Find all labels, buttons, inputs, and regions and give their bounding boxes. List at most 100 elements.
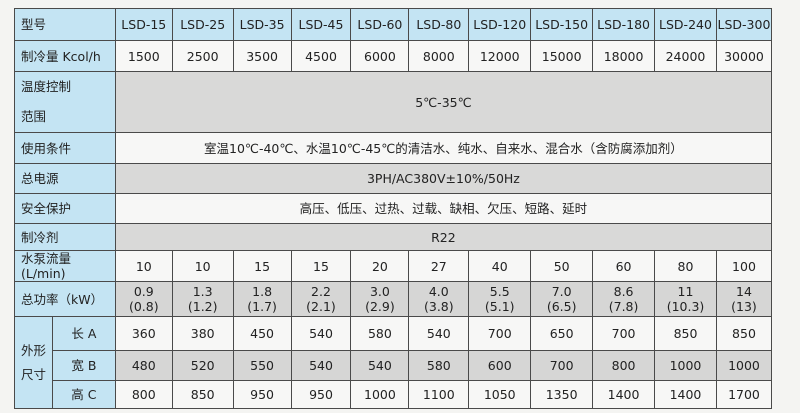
cooling-cell: 18000 xyxy=(592,40,656,72)
pump-flow-cell: 10 xyxy=(171,250,234,282)
total-power-cell: 11 (10.3) xyxy=(654,281,717,317)
pump-flow-cell: 10 xyxy=(114,250,173,282)
dimension-cell: 800 xyxy=(592,350,656,381)
dimension-cell: 480 xyxy=(114,350,173,381)
power-main: 5.5 xyxy=(489,284,510,299)
power-sub: (7.8) xyxy=(608,299,639,314)
refrigerant-row: 制冷剂 R22 xyxy=(14,223,773,251)
header-row: 型号 LSD-15 LSD-25 LSD-35 LSD-45 LSD-60 LSD-80 LS… xyxy=(14,8,773,41)
model-cell: LSD-180 xyxy=(592,8,656,41)
power-sub: (1.2) xyxy=(187,299,218,314)
dimension-cell: 540 xyxy=(350,350,410,381)
model-cell: LSD-35 xyxy=(232,8,292,41)
power-supply-label: 总电源 xyxy=(14,163,116,194)
temp-range-label-1: 温度控制 xyxy=(21,79,72,94)
total-power-cell: 1.3 (1.2) xyxy=(171,281,234,317)
dimension-cell: 700 xyxy=(468,316,532,351)
dimension-cell: 650 xyxy=(530,316,594,351)
dimension-cell: 550 xyxy=(232,350,292,381)
cooling-label: 制冷量 Kcol/h xyxy=(14,40,116,72)
dimension-cell: 520 xyxy=(171,350,234,381)
power-sub: (13) xyxy=(731,299,757,314)
pump-flow-cell: 100 xyxy=(715,250,773,282)
total-power-cell: 8.6 (7.8) xyxy=(592,281,656,317)
total-power-label: 总功率（kW） xyxy=(14,281,116,317)
power-main: 1.3 xyxy=(192,284,213,299)
power-sub: (2.1) xyxy=(306,299,336,314)
model-cell: LSD-300 xyxy=(715,8,773,41)
power-main: 3.0 xyxy=(369,284,390,299)
power-main: 1.8 xyxy=(252,284,273,299)
protection-label: 安全保护 xyxy=(14,193,116,224)
pump-flow-cell: 20 xyxy=(350,250,410,282)
dimension-label: 高 C xyxy=(51,380,116,409)
pump-flow-cell: 27 xyxy=(408,250,470,282)
power-main: 4.0 xyxy=(428,284,449,299)
dimension-row: 宽 B 480 520 550 540 540 580 600 700 800 1000 1000 xyxy=(15,350,773,381)
total-power-cell: 4.0 (3.8) xyxy=(408,281,470,317)
model-cell: LSD-150 xyxy=(530,8,594,41)
dimension-cell: 600 xyxy=(468,350,532,381)
cooling-cell: 2500 xyxy=(171,40,234,72)
cooling-cell: 1500 xyxy=(114,40,173,72)
power-supply-value: 3PH/AC380V±10%/50Hz xyxy=(114,163,773,194)
model-cell: LSD-240 xyxy=(654,8,717,41)
pump-flow-label: 水泵流量(L/min) xyxy=(14,250,116,282)
pump-flow-cell: 50 xyxy=(530,250,594,282)
dimension-cell: 540 xyxy=(290,350,352,381)
pump-flow-cell: 60 xyxy=(592,250,656,282)
dimension-cell: 580 xyxy=(408,350,470,381)
dimension-cell: 800 xyxy=(114,380,173,409)
dimension-cell: 1000 xyxy=(350,380,410,409)
spec-table: 型号 LSD-15 LSD-25 LSD-35 LSD-45 LSD-60 LSD-80 LS… xyxy=(14,8,773,409)
dimension-cell: 850 xyxy=(715,316,773,351)
power-supply-row: 总电源 3PH/AC380V±10%/50Hz xyxy=(14,163,773,194)
dimension-cell: 360 xyxy=(114,316,173,351)
power-sub: (3.8) xyxy=(423,299,454,314)
power-sub: (6.5) xyxy=(546,299,577,314)
model-label: 型号 xyxy=(14,8,116,41)
conditions-label: 使用条件 xyxy=(14,132,116,164)
temp-range-label-2: 范围 xyxy=(21,109,47,124)
model-cell: LSD-15 xyxy=(114,8,173,41)
dimensions-label-2: 尺寸 xyxy=(20,366,46,382)
model-cell: LSD-45 xyxy=(290,8,352,41)
cooling-cell: 24000 xyxy=(654,40,717,72)
total-power-cell: 3.0 (2.9) xyxy=(350,281,410,317)
dimension-cell: 580 xyxy=(350,316,410,351)
protection-value: 高压、低压、过热、过载、缺相、欠压、短路、延时 xyxy=(114,193,773,224)
power-main: 0.9 xyxy=(133,284,154,299)
conditions-row: 使用条件 室温10℃-40℃、水温10℃-45℃的清洁水、纯水、自来水、混合水（含… xyxy=(14,132,773,164)
temp-range-row: 温度控制 范围 5℃-35℃ xyxy=(14,71,773,133)
dimension-label: 长 A xyxy=(51,316,116,351)
power-sub: (0.8) xyxy=(128,299,159,314)
cooling-cell: 12000 xyxy=(468,40,532,72)
dimension-cell: 700 xyxy=(530,350,594,381)
total-power-cell: 5.5 (5.1) xyxy=(468,281,532,317)
temp-range-label: 温度控制 范围 xyxy=(14,71,116,133)
dimension-cell: 850 xyxy=(654,316,717,351)
power-main: 11 xyxy=(677,284,694,299)
total-power-row: 总功率（kW） 0.9 (0.8) 1.3 (1.2) 1.8 (1.7) 2.2 (2.1) 3… xyxy=(14,281,773,317)
dimension-cell: 1400 xyxy=(654,380,717,409)
refrigerant-label: 制冷剂 xyxy=(14,223,116,251)
dimension-cell: 1700 xyxy=(715,380,773,409)
total-power-cell: 1.8 (1.7) xyxy=(232,281,292,317)
dimension-cell: 1100 xyxy=(408,380,470,409)
pump-flow-cell: 40 xyxy=(468,250,532,282)
dimension-label: 宽 B xyxy=(51,350,116,381)
dimension-row: 外形 尺寸长 A 360 380 450 540 580 540 700 650 700 850 850 xyxy=(14,316,773,409)
power-main: 8.6 xyxy=(613,284,634,299)
model-cell: LSD-80 xyxy=(408,8,470,41)
dimension-cell: 1000 xyxy=(654,350,717,381)
power-main: 14 xyxy=(736,284,752,299)
cooling-cell: 6000 xyxy=(350,40,410,72)
dimension-cell: 540 xyxy=(408,316,470,351)
pump-flow-cell: 15 xyxy=(290,250,352,282)
model-cell: LSD-120 xyxy=(468,8,532,41)
power-sub: (5.1) xyxy=(484,299,515,314)
cooling-cell: 8000 xyxy=(408,40,470,72)
total-power-cell: 2.2 (2.1) xyxy=(290,281,352,317)
dimension-cell: 540 xyxy=(290,316,352,351)
dimension-cell: 700 xyxy=(592,316,656,351)
